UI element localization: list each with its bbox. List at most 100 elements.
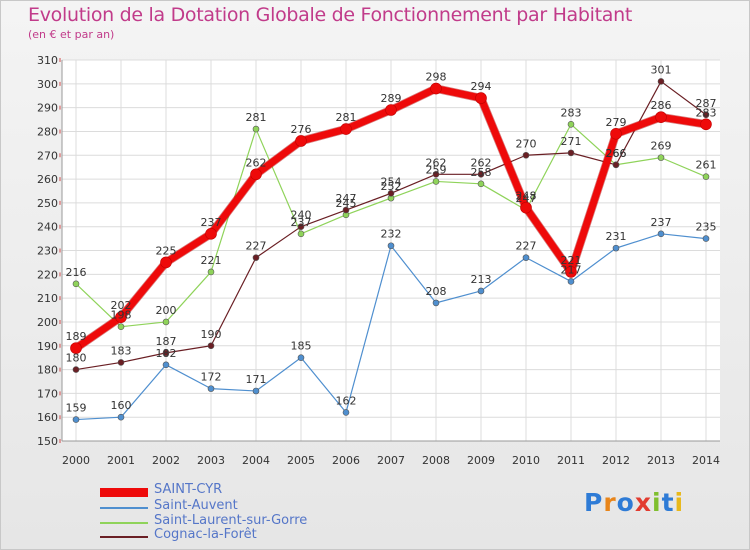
data-point-cognac-la-for-t <box>342 206 350 214</box>
logo-letter: x <box>634 488 652 517</box>
y-tick-label: 210 <box>37 292 58 305</box>
data-point-saint-cyr <box>655 111 667 123</box>
data-point-cognac-la-for-t <box>297 223 305 230</box>
data-point-saint-auvent <box>567 278 575 285</box>
x-tick-label: 2003 <box>197 454 225 467</box>
data-point-saint-laurent-sur-gorre <box>117 323 125 331</box>
data-label-cognac-la-for-t: 254 <box>381 175 402 188</box>
y-tick-label: 220 <box>37 268 58 281</box>
y-tick-label: 300 <box>37 78 58 91</box>
data-label-cognac-la-for-t: 183 <box>111 344 132 357</box>
data-point-saint-auvent <box>252 387 260 395</box>
y-tick-label: 150 <box>37 435 58 448</box>
legend-label-cognac: Cognac-la-Forêt <box>154 527 257 542</box>
data-point-saint-cyr <box>700 118 712 131</box>
data-label-saint-laurent-sur-gorre: 245 <box>336 197 357 210</box>
legend-swatch-saint-laurent <box>100 522 148 524</box>
y-tick-label: 200 <box>37 316 58 329</box>
data-label-saint-cyr: 286 <box>651 99 672 112</box>
y-tick-label: 310 <box>37 54 58 67</box>
data-label-cognac-la-for-t: 227 <box>246 240 267 253</box>
data-point-saint-auvent <box>702 235 710 242</box>
data-label-cognac-la-for-t: 266 <box>606 147 627 160</box>
x-tick-label: 2002 <box>152 454 180 467</box>
data-label-saint-cyr: 221 <box>561 254 582 267</box>
data-label-saint-laurent-sur-gorre: 261 <box>696 159 717 172</box>
data-point-cognac-la-for-t <box>162 349 170 357</box>
data-label-saint-laurent-sur-gorre: 216 <box>66 266 87 279</box>
logo-letter: t <box>661 488 675 517</box>
x-tick-label: 2005 <box>287 454 315 467</box>
data-point-saint-laurent-sur-gorre <box>207 268 215 276</box>
y-tick-label: 270 <box>37 149 58 162</box>
data-label-saint-auvent: 185 <box>291 340 312 353</box>
y-tick-label: 240 <box>37 221 58 234</box>
data-label-saint-laurent-sur-gorre: 266 <box>606 147 627 160</box>
x-tick-label: 2011 <box>557 454 585 467</box>
data-point-saint-laurent-sur-gorre <box>297 230 305 238</box>
data-label-saint-laurent-sur-gorre: 198 <box>111 309 132 322</box>
legend-swatch-saint-auvent <box>100 507 148 509</box>
data-point-saint-cyr <box>610 128 622 140</box>
data-point-saint-laurent-sur-gorre <box>657 154 665 161</box>
data-point-cognac-la-for-t <box>252 254 260 261</box>
data-point-saint-auvent <box>477 287 485 295</box>
data-point-saint-cyr <box>205 228 217 240</box>
y-tick-label: 160 <box>37 411 58 424</box>
data-point-saint-auvent <box>117 413 125 421</box>
y-tick-label: 260 <box>37 173 58 186</box>
legend-label-saint-laurent: Saint-Laurent-sur-Gorre <box>154 513 308 528</box>
data-label-saint-cyr: 237 <box>201 216 222 229</box>
data-point-cognac-la-for-t <box>477 171 485 178</box>
data-label-cognac-la-for-t: 287 <box>696 97 717 110</box>
x-tick-label: 2001 <box>107 454 135 467</box>
data-label-saint-auvent: 159 <box>66 402 87 415</box>
data-label-saint-cyr: 298 <box>426 71 447 84</box>
data-label-saint-cyr: 276 <box>291 123 312 136</box>
data-point-saint-laurent-sur-gorre <box>477 180 485 188</box>
data-point-saint-cyr <box>430 82 442 95</box>
x-tick-label: 2014 <box>692 454 720 467</box>
data-point-saint-laurent-sur-gorre <box>162 318 170 326</box>
data-point-saint-laurent-sur-gorre <box>252 125 260 133</box>
y-tick-label: 170 <box>37 387 58 400</box>
data-label-cognac-la-for-t: 270 <box>516 137 537 150</box>
data-label-saint-cyr: 225 <box>156 244 177 257</box>
logo-letter: P <box>584 488 604 517</box>
data-label-saint-laurent-sur-gorre: 281 <box>246 111 267 124</box>
chart-title: Evolution de la Dotation Globale de Fonc… <box>28 4 633 26</box>
data-point-saint-auvent <box>657 230 665 238</box>
logo-letter: o <box>616 488 635 517</box>
data-point-saint-cyr <box>160 256 172 269</box>
data-label-saint-auvent: 182 <box>156 347 177 360</box>
data-label-saint-auvent: 172 <box>201 371 222 384</box>
data-point-saint-cyr <box>115 311 127 323</box>
y-tick-label: 190 <box>37 340 58 353</box>
data-point-saint-cyr <box>565 266 577 278</box>
data-point-saint-laurent-sur-gorre <box>432 178 440 185</box>
proxiti-logo: Proxiti <box>584 488 684 517</box>
data-point-cognac-la-for-t <box>702 111 710 119</box>
x-tick-label: 2006 <box>332 454 360 467</box>
data-point-saint-auvent <box>297 354 305 361</box>
logo-letter: i <box>674 488 685 517</box>
data-point-cognac-la-for-t <box>522 151 530 159</box>
data-point-saint-auvent <box>162 361 170 369</box>
x-tick-label: 2008 <box>422 454 450 467</box>
data-label-saint-auvent: 160 <box>111 399 132 412</box>
data-label-saint-auvent: 235 <box>696 221 717 234</box>
data-label-saint-cyr: 294 <box>471 80 492 93</box>
data-label-saint-laurent-sur-gorre: 259 <box>426 163 447 176</box>
data-point-saint-laurent-sur-gorre <box>567 120 575 128</box>
data-label-saint-laurent-sur-gorre: 247 <box>516 192 537 205</box>
legend-label-saint-auvent: Saint-Auvent <box>154 498 238 513</box>
data-label-saint-cyr: 189 <box>66 330 87 343</box>
x-tick-label: 2007 <box>377 454 405 467</box>
data-label-saint-cyr: 202 <box>111 299 132 312</box>
data-label-cognac-la-for-t: 262 <box>471 156 492 169</box>
legend-swatch-saint-cyr <box>100 488 148 497</box>
data-point-cognac-la-for-t <box>567 149 575 157</box>
data-label-cognac-la-for-t: 247 <box>336 192 357 205</box>
legend-label-saint-cyr: SAINT-CYR <box>154 482 223 497</box>
data-point-saint-cyr <box>520 201 532 214</box>
